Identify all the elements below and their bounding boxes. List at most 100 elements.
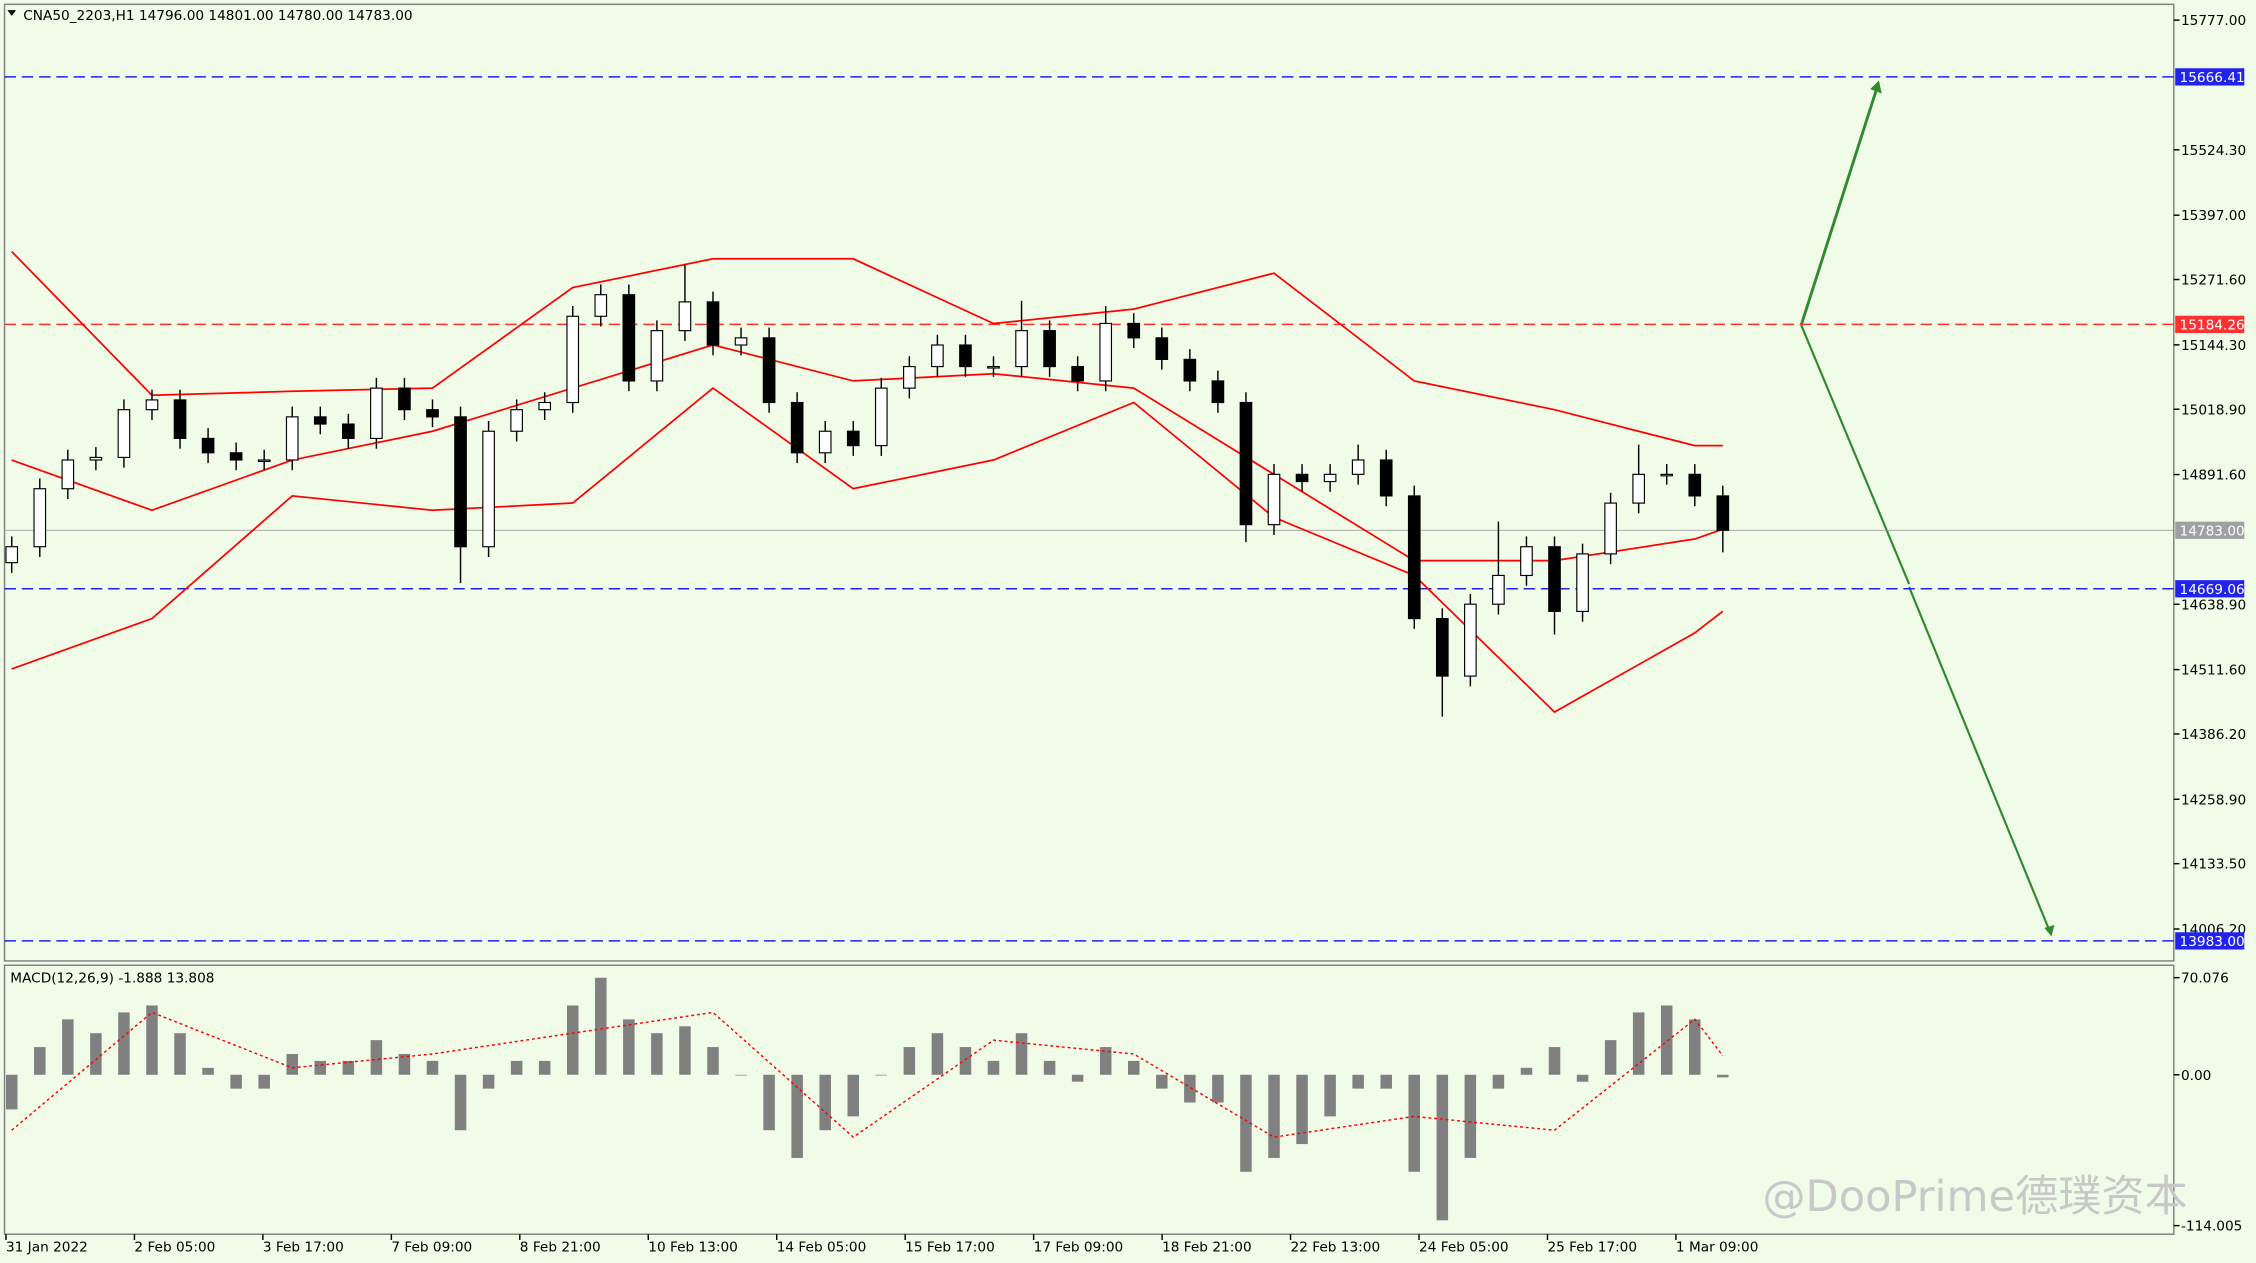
candle-body [89, 456, 103, 461]
macd-bar [1296, 1074, 1308, 1145]
candle-body [1716, 495, 1730, 531]
x-tick-label: 2 Feb 05:00 [134, 1239, 215, 1255]
watermark: @DooPrime德璞资本 [1762, 1172, 2187, 1222]
level-label-bg [2175, 315, 2245, 333]
level-label: 14669.06 [2180, 582, 2245, 598]
candle-body [1688, 473, 1702, 497]
candle-body [285, 416, 299, 461]
candle-body [1464, 603, 1477, 677]
candle-body [790, 401, 804, 454]
candle-body [987, 365, 1000, 369]
candle-body [818, 430, 832, 454]
candle-body [482, 430, 495, 548]
header: CNA50_2203,H1 14796.00 14801.00 14780.00… [23, 8, 412, 24]
macd-title: MACD(12,26,9) -1.888 13.808 [10, 970, 214, 986]
macd-bar [1576, 1074, 1589, 1082]
macd-bar [370, 1040, 383, 1075]
candle-body [313, 416, 327, 425]
candle-body [342, 423, 355, 440]
macd-bar [1099, 1047, 1112, 1075]
x-tick-label: 22 Feb 13:00 [1291, 1239, 1381, 1255]
macd-bar [62, 1019, 74, 1075]
macd-bar [959, 1047, 972, 1075]
candle-body [1632, 473, 1645, 504]
candle-body [398, 387, 411, 411]
macd-bar [1520, 1067, 1533, 1075]
macd-bar [1632, 1012, 1645, 1075]
candle-body [1435, 618, 1449, 677]
candle-body [1548, 546, 1561, 612]
macd-bar [1352, 1074, 1364, 1089]
y-tick-label: 14258.90 [2181, 792, 2246, 808]
arrow-up [1799, 85, 1879, 326]
candle-body [846, 430, 860, 447]
macd-y-tick-label: -114.005 [2181, 1219, 2242, 1235]
macd-bar [1689, 1019, 1701, 1075]
x-tick-label: 24 Feb 05:00 [1419, 1239, 1509, 1255]
candle-body [678, 301, 692, 332]
candle-body [538, 401, 552, 411]
candle-body [566, 315, 580, 404]
candle-body [1604, 502, 1617, 555]
macd-bar [1156, 1074, 1168, 1089]
macd-bar [510, 1060, 523, 1075]
y-tick-label: 14386.20 [2181, 727, 2246, 743]
macd-bar [1380, 1074, 1392, 1089]
macd-bar [763, 1074, 775, 1131]
macd-bar [1660, 1005, 1673, 1075]
y-tick-label: 15271.60 [2181, 273, 2246, 289]
y-tick-label: 14511.60 [2181, 663, 2246, 679]
candle-body [145, 399, 159, 411]
macd-bar [679, 1026, 691, 1075]
macd-bar [286, 1053, 298, 1075]
candle-body [1127, 322, 1141, 339]
x-tick-label: 18 Feb 21:00 [1162, 1239, 1252, 1255]
candle-body [1211, 380, 1225, 404]
candle-body [594, 294, 608, 317]
macd-bar [931, 1033, 944, 1075]
x-tick-label: 14 Feb 05:00 [777, 1239, 867, 1255]
macd-bar [1324, 1074, 1336, 1117]
y-tick-label: 14891.60 [2181, 468, 2246, 484]
macd-bar [538, 1060, 551, 1075]
macd-bar [847, 1074, 860, 1117]
candle-body [1351, 459, 1365, 475]
y-tick-label: 15524.30 [2181, 143, 2246, 159]
candle-body [229, 452, 243, 461]
bollinger-band [11, 250, 1723, 447]
candle-body [1492, 574, 1505, 605]
level-label: 13983.00 [2180, 934, 2245, 950]
macd-bar [314, 1060, 327, 1075]
macd-bar [5, 1074, 18, 1110]
macd-bar [1184, 1074, 1196, 1103]
macd-bar [342, 1060, 355, 1075]
macd-bar [174, 1033, 186, 1075]
macd-bar [1408, 1074, 1421, 1172]
main-frame [3, 3, 2175, 962]
candle-body [1015, 330, 1028, 368]
macd-bar [426, 1060, 439, 1075]
x-tick-label: 10 Feb 13:00 [648, 1239, 738, 1255]
candle-body [173, 399, 187, 440]
macd-bar [595, 977, 607, 1075]
arrow-down [1908, 586, 2052, 933]
macd-bar [454, 1074, 467, 1131]
macd-bar [819, 1074, 831, 1131]
x-tick-label: 17 Feb 09:00 [1034, 1239, 1124, 1255]
candle-body [426, 409, 439, 418]
candle-body [903, 365, 916, 389]
candle-body [370, 387, 383, 440]
candle-body [931, 344, 944, 368]
level-label: 15184.26 [2180, 317, 2245, 333]
macd-bar [1212, 1074, 1224, 1103]
y-tick-label: 15397.00 [2181, 208, 2246, 224]
y-tick-label: 15777.00 [2181, 13, 2246, 29]
candle-body [1576, 553, 1589, 612]
macd-bar [398, 1053, 411, 1075]
macd-bar [1071, 1074, 1084, 1082]
candle-body [650, 330, 664, 382]
candle-body [734, 337, 748, 346]
macd-bar [34, 1047, 46, 1075]
